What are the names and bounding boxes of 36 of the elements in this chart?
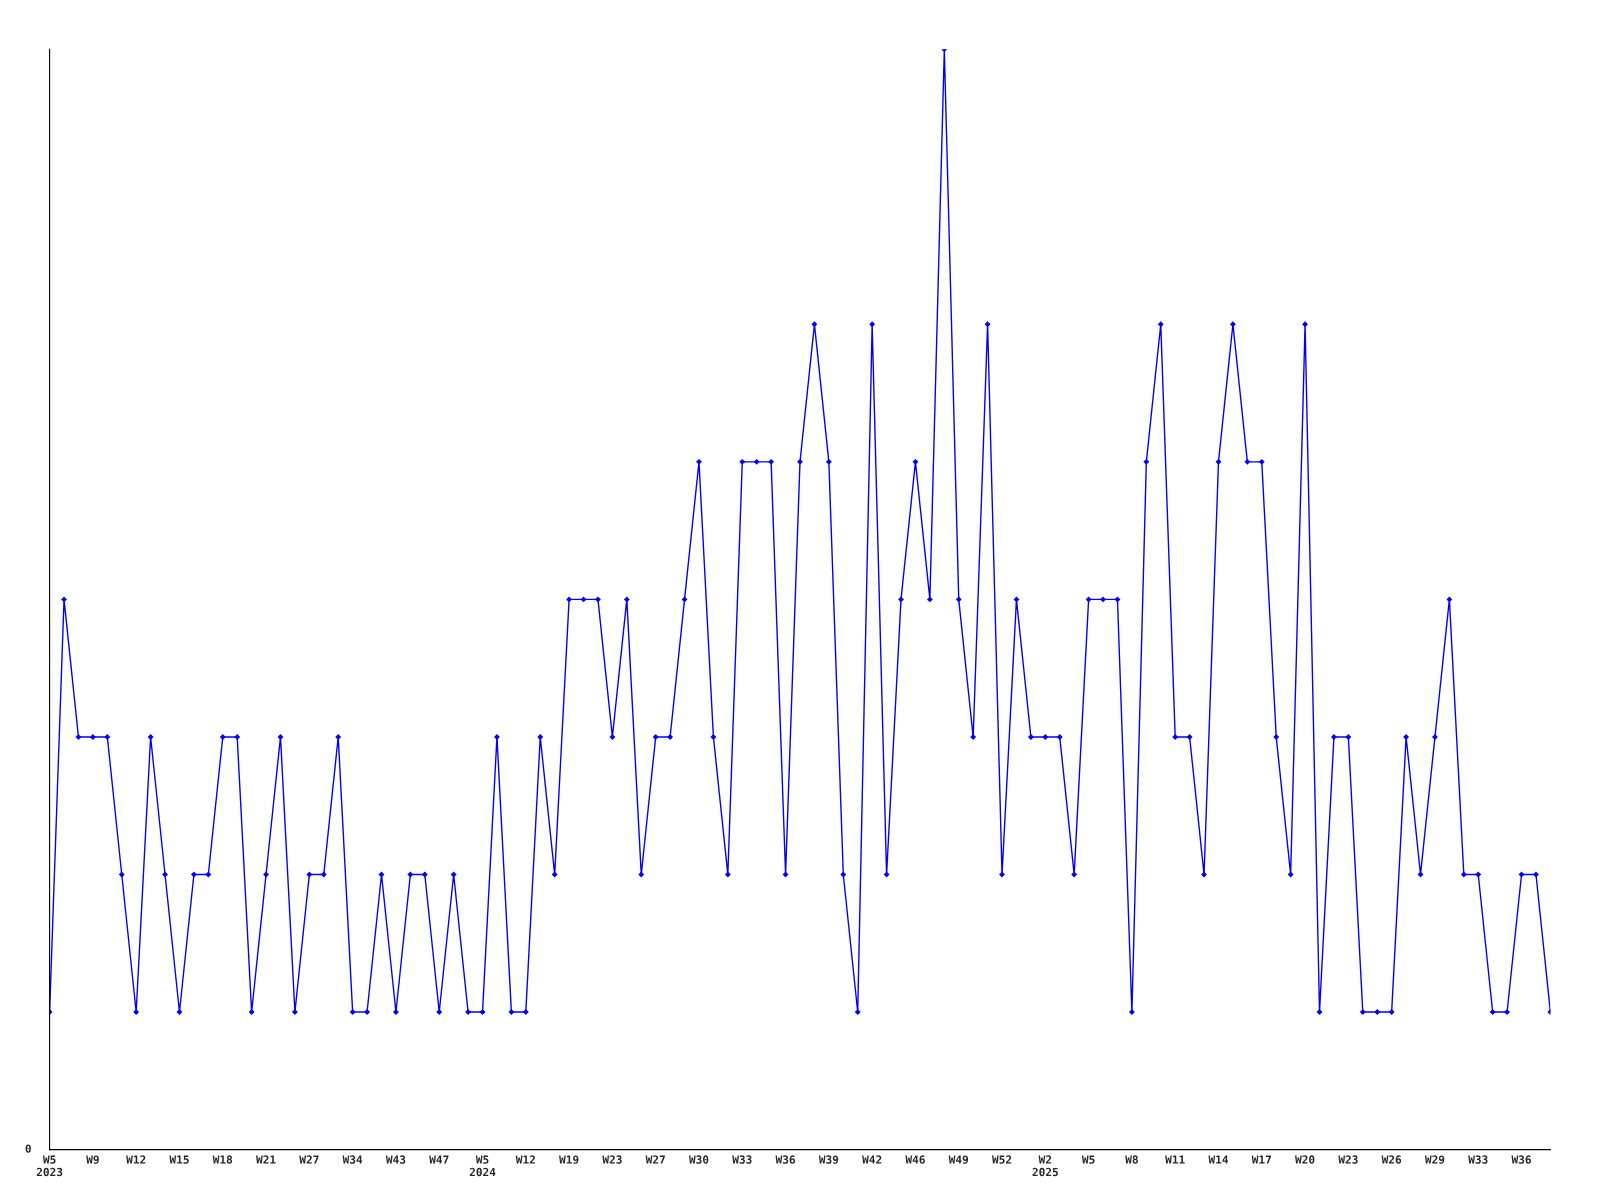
x-tick-label: W20 xyxy=(1295,1155,1315,1164)
x-tick-label: W12 xyxy=(515,1155,535,1164)
x-tick-label: W47 xyxy=(429,1155,449,1164)
x-tick-label: W23 xyxy=(602,1155,622,1164)
x-tick-label: W46 xyxy=(905,1155,925,1164)
x-tick-label: W30 xyxy=(688,1155,709,1164)
x-tick-label: W52 xyxy=(992,1155,1012,1164)
x-tick-label: W2 2025 xyxy=(1032,1155,1058,1177)
x-tick-label: W19 xyxy=(559,1155,579,1164)
x-tick-label: W49 xyxy=(948,1155,969,1164)
x-tick-label: W18 xyxy=(212,1155,233,1164)
x-tick-label: W42 xyxy=(862,1155,882,1164)
x-tick-label: W27 xyxy=(645,1155,665,1164)
x-tick-label: W8 xyxy=(1125,1155,1138,1164)
x-tick-label: W12 xyxy=(126,1155,146,1164)
x-tick-label: W21 xyxy=(256,1155,276,1164)
x-tick-label: W36 xyxy=(1511,1155,1531,1164)
x-tick-label: W11 xyxy=(1165,1155,1185,1164)
x-tick-label: W26 xyxy=(1381,1155,1402,1164)
x-tick-label: W36 xyxy=(775,1155,795,1164)
x-tick-label: W5 2024 xyxy=(469,1155,496,1177)
x-tick-label: W15 xyxy=(169,1155,189,1164)
x-tick-label: W17 xyxy=(1251,1155,1271,1164)
x-tick-label: W14 xyxy=(1208,1155,1229,1164)
x-tick-label: W33 xyxy=(732,1155,752,1164)
x-tick-label: W34 xyxy=(342,1155,363,1164)
x-tick-label: W5 2023 xyxy=(36,1155,63,1177)
x-tick-label: W5 xyxy=(1081,1155,1095,1164)
x-tick-label: W39 xyxy=(818,1155,839,1164)
x-tick-label: W27 xyxy=(299,1155,319,1164)
x-tick-label: W9 xyxy=(86,1155,99,1164)
x-tick-label: W23 xyxy=(1338,1155,1358,1164)
text: 0 xyxy=(25,1144,31,1153)
x-tick-label: W33 xyxy=(1468,1155,1488,1164)
x-tick-label: W43 xyxy=(385,1155,406,1164)
x-tick-label: W29 xyxy=(1424,1155,1445,1164)
